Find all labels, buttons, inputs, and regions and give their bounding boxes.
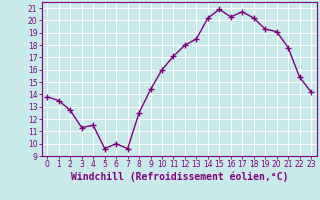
X-axis label: Windchill (Refroidissement éolien,°C): Windchill (Refroidissement éolien,°C) xyxy=(70,172,288,182)
